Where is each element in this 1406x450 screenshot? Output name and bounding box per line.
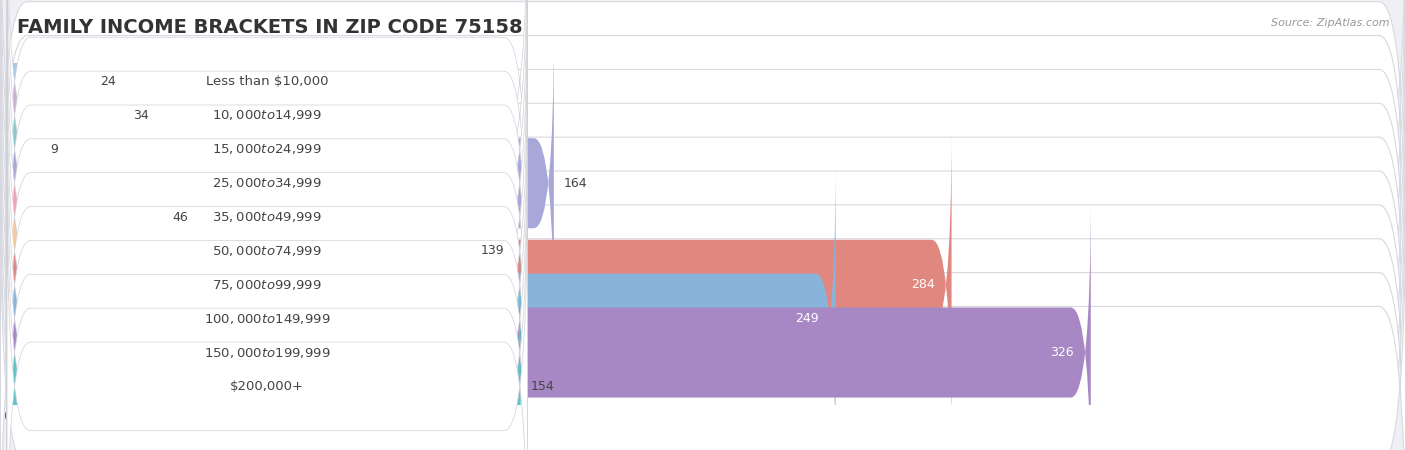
FancyBboxPatch shape [4,194,1091,450]
FancyBboxPatch shape [4,93,471,409]
Text: $15,000 to $24,999: $15,000 to $24,999 [212,142,322,156]
FancyBboxPatch shape [7,126,527,450]
FancyBboxPatch shape [7,194,527,450]
Text: 249: 249 [796,312,818,325]
FancyBboxPatch shape [0,0,1406,273]
FancyBboxPatch shape [4,25,554,342]
FancyBboxPatch shape [7,24,527,410]
Text: 164: 164 [564,177,588,190]
Text: 139: 139 [481,244,505,257]
FancyBboxPatch shape [7,160,527,450]
FancyBboxPatch shape [0,128,1406,450]
Text: $200,000+: $200,000+ [231,380,304,393]
FancyBboxPatch shape [4,126,952,443]
FancyBboxPatch shape [0,0,1406,340]
Text: $100,000 to $149,999: $100,000 to $149,999 [204,312,330,326]
FancyBboxPatch shape [7,58,527,444]
Text: Less than $10,000: Less than $10,000 [205,75,329,88]
Text: $50,000 to $74,999: $50,000 to $74,999 [212,244,322,258]
Text: Source: ZipAtlas.com: Source: ZipAtlas.com [1271,18,1389,28]
FancyBboxPatch shape [0,0,1406,374]
FancyBboxPatch shape [4,161,835,450]
FancyBboxPatch shape [0,94,1406,450]
FancyBboxPatch shape [4,228,520,450]
FancyBboxPatch shape [0,0,1406,306]
FancyBboxPatch shape [0,60,1406,442]
Text: $10,000 to $14,999: $10,000 to $14,999 [212,108,322,122]
Text: $150,000 to $199,999: $150,000 to $199,999 [204,346,330,360]
FancyBboxPatch shape [0,162,1406,450]
FancyBboxPatch shape [0,26,1406,408]
Text: FAMILY INCOME BRACKETS IN ZIP CODE 75158: FAMILY INCOME BRACKETS IN ZIP CODE 75158 [17,18,523,37]
FancyBboxPatch shape [7,92,527,450]
FancyBboxPatch shape [4,0,90,240]
FancyBboxPatch shape [7,0,527,342]
FancyBboxPatch shape [7,0,527,376]
FancyBboxPatch shape [4,59,163,375]
FancyBboxPatch shape [4,0,124,274]
Text: 24: 24 [100,75,115,88]
Text: $25,000 to $34,999: $25,000 to $34,999 [212,176,322,190]
Text: 154: 154 [530,380,554,393]
Text: 46: 46 [173,211,188,224]
Text: 284: 284 [911,278,935,291]
Text: 34: 34 [134,109,149,122]
FancyBboxPatch shape [7,0,527,308]
FancyBboxPatch shape [0,195,1406,450]
Text: 9: 9 [51,143,58,156]
FancyBboxPatch shape [4,0,41,307]
FancyBboxPatch shape [7,0,527,274]
Text: $75,000 to $99,999: $75,000 to $99,999 [212,278,322,292]
Text: 326: 326 [1050,346,1074,359]
Text: $35,000 to $49,999: $35,000 to $49,999 [212,210,322,224]
